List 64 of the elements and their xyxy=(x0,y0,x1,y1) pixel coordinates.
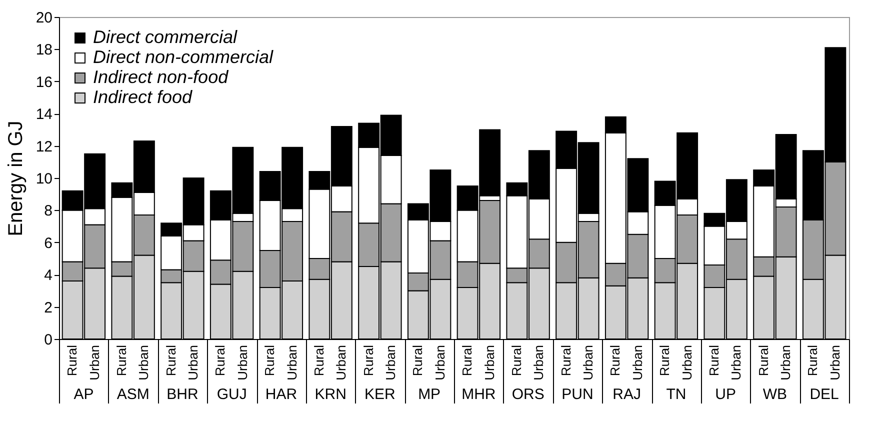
y-tick-label: 4 xyxy=(44,267,52,284)
x-tick-label: Rural xyxy=(64,344,80,376)
y-axis-title: Energy in GJ xyxy=(4,120,27,236)
x-tick-label: Rural xyxy=(558,344,574,376)
x-tick-label: Urban xyxy=(383,345,398,380)
x-tick-label: Urban xyxy=(679,345,694,380)
text: TN xyxy=(666,386,686,403)
x-tick-label: Urban xyxy=(482,345,497,380)
text: RAJ xyxy=(612,386,641,403)
x-tick-label: Urban xyxy=(86,345,102,380)
y-tick-label: 2 xyxy=(44,299,52,316)
text: ASM xyxy=(116,386,150,403)
text: UP xyxy=(715,386,736,403)
text: DEL xyxy=(810,386,839,403)
x-tick-label: Rural xyxy=(508,344,524,376)
text: HAR xyxy=(265,386,298,403)
text: WB xyxy=(762,386,788,403)
x-tick-label: Urban xyxy=(827,345,842,380)
x-tick-label: Rural xyxy=(460,344,475,376)
x-tick-label: Urban xyxy=(728,345,744,380)
x-tick-label: Rural xyxy=(360,344,376,376)
text: GUJ xyxy=(216,386,247,403)
x-tick-label: Urban xyxy=(136,345,152,380)
legend-label: Direct non-commercial xyxy=(93,47,274,67)
x-tick-label: Rural xyxy=(262,344,278,376)
text: ORS xyxy=(512,386,544,403)
x-tick-label: Urban xyxy=(186,345,201,380)
x-tick-label: Rural xyxy=(706,344,722,376)
legend-label: Indirect non-food xyxy=(93,67,230,87)
text: KRN xyxy=(314,386,346,403)
x-tick-label: Rural xyxy=(114,344,129,376)
x-tick-label: Rural xyxy=(311,344,326,376)
legend-label: Indirect food xyxy=(93,87,194,107)
x-tick-label: Urban xyxy=(630,345,645,380)
y-tick-label: 18 xyxy=(36,42,52,59)
text: KER xyxy=(364,386,396,403)
y-tick-label: 0 xyxy=(44,332,52,348)
x-tick-label: Rural xyxy=(657,344,672,376)
x-tick-label: Urban xyxy=(334,345,349,380)
text: MHR xyxy=(462,386,496,403)
x-tick-label: Urban xyxy=(778,345,794,380)
x-tick-label: Urban xyxy=(432,345,448,380)
y-tick-label: 20 xyxy=(36,10,52,26)
x-tick-label: Rural xyxy=(410,344,426,376)
y-tick-label: 6 xyxy=(44,234,52,252)
x-tick-label: Urban xyxy=(234,345,250,380)
text: PUN xyxy=(562,386,594,403)
x-tick-label: Urban xyxy=(580,345,596,380)
x-tick-label: Urban xyxy=(531,345,546,380)
x-tick-label: Rural xyxy=(212,344,228,376)
text: MP xyxy=(418,386,441,403)
text: BHR xyxy=(166,386,198,403)
x-tick-label: Rural xyxy=(805,344,820,376)
y-tick-label: 10 xyxy=(36,170,52,188)
x-tick-label: Urban xyxy=(284,345,300,380)
legend-label: Direct commercial xyxy=(93,27,238,47)
y-tick-label: 12 xyxy=(36,138,52,156)
x-tick-label: Rural xyxy=(756,344,771,376)
y-tick-label: 8 xyxy=(44,202,52,220)
text: AP xyxy=(74,386,94,403)
y-tick-label: 14 xyxy=(36,106,52,124)
x-tick-label: Rural xyxy=(163,344,178,376)
y-tick-label: 16 xyxy=(36,74,52,91)
x-tick-label: Rural xyxy=(608,344,623,376)
